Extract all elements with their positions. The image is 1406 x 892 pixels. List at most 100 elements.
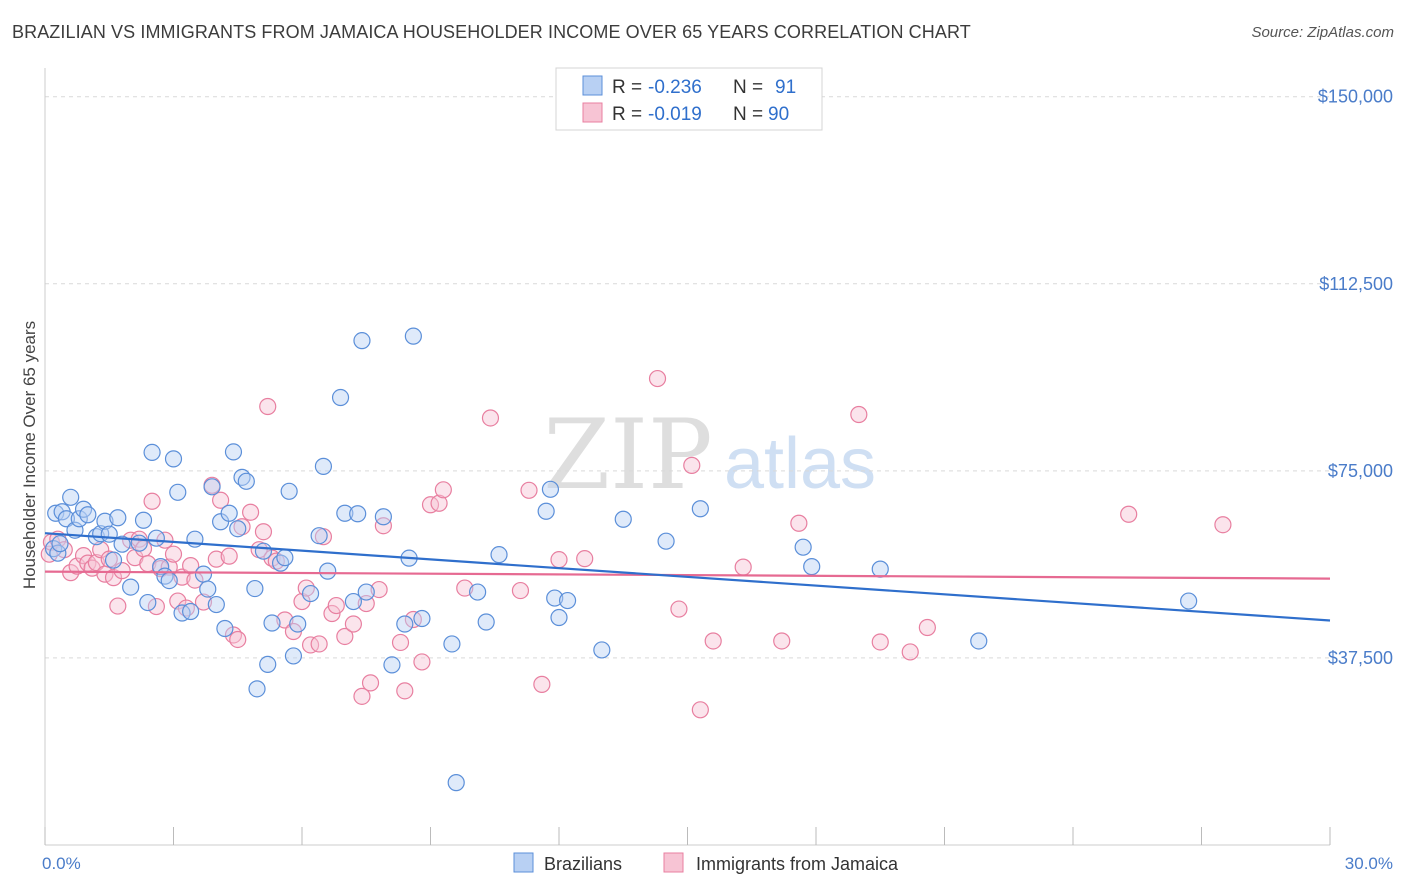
brazilians-point [62, 488, 80, 506]
jamaica-point [254, 523, 273, 541]
jamaica-point [790, 514, 808, 532]
jamaica-point [374, 517, 392, 535]
brazilians-point [550, 608, 568, 627]
brazilians-point [546, 589, 564, 607]
y-tick-labels: $37,500 $75,000 $112,500 $150,000 [1318, 87, 1393, 668]
brazilians-point [357, 583, 375, 601]
watermark-atlas: atlas [724, 424, 876, 504]
watermark: ZIP atlas [543, 399, 876, 511]
brazilians-point [182, 602, 200, 621]
series-brazilians-points [44, 327, 1198, 792]
jamaica-point [430, 494, 448, 512]
stats-legend-swatch-blue [582, 75, 603, 96]
brazilians-point [541, 480, 560, 498]
jamaica-point [229, 630, 247, 649]
brazilians-point [319, 562, 337, 580]
legend-swatch-brazilians [513, 852, 534, 873]
jamaica-point [68, 557, 86, 575]
jamaica-point [871, 633, 889, 651]
jamaica-point [1120, 505, 1138, 523]
brazilians-point [199, 580, 217, 598]
stats-r-value-blue: -0.236 [648, 77, 702, 98]
brazilians-point [70, 510, 88, 528]
jamaica-point [336, 627, 354, 646]
brazilians-point [871, 560, 889, 578]
brazilians-point [447, 774, 465, 792]
y-tick-label: $150,000 [1318, 87, 1393, 107]
brazilians-point [216, 619, 234, 638]
brazilians-point [160, 572, 178, 590]
brazilians-point [314, 457, 333, 475]
jamaica-point [901, 643, 919, 661]
brazilians-point [79, 506, 97, 524]
legend-swatch-jamaica [663, 852, 684, 873]
brazilians-point [130, 534, 148, 552]
jamaica-point [109, 597, 127, 615]
jamaica-point [918, 618, 936, 637]
brazilians-point [57, 510, 76, 528]
brazilians-point [970, 632, 988, 650]
brazilians-point [276, 549, 294, 567]
jamaica-point [404, 610, 422, 629]
brazilians-point [224, 443, 243, 461]
x-tick-label-right: 30.0% [1345, 854, 1393, 873]
jamaica-point [456, 579, 474, 597]
jamaica-point [520, 481, 538, 499]
brazilians-point [51, 535, 69, 553]
brazilians-point [336, 504, 354, 522]
jamaica-point [481, 409, 500, 427]
brazilians-trend-line [44, 532, 1331, 622]
brazilians-point [109, 509, 127, 527]
brazilians-point [657, 532, 675, 550]
jamaica-point [194, 593, 213, 611]
brazilians-point [173, 604, 191, 622]
jamaica-point [87, 554, 106, 572]
jamaica-point [670, 600, 688, 618]
axes [44, 68, 1331, 846]
brazilians-point [280, 482, 298, 500]
brazilians-point [254, 542, 273, 560]
brazilians-point [104, 551, 123, 569]
jamaica-point [212, 491, 230, 509]
brazilians-point [207, 595, 225, 614]
brazilians-point [803, 558, 821, 576]
brazilians-point [143, 443, 161, 461]
brazilians-point [593, 641, 611, 659]
brazilians-point [383, 656, 401, 674]
jamaica-point [164, 545, 183, 563]
brazilians-point [246, 579, 264, 598]
jamaica-point [511, 581, 530, 600]
brazilians-point [374, 508, 392, 526]
brazilians-point [220, 504, 238, 522]
jamaica-point [310, 635, 328, 653]
brazilians-point [113, 535, 131, 553]
jamaica-point [421, 496, 440, 514]
brazilians-point [194, 565, 213, 583]
jamaica-point [734, 558, 752, 576]
stats-n-label-blue: N = [733, 77, 763, 98]
jamaica-point [327, 596, 345, 615]
series-jamaica-points [40, 369, 1232, 719]
jamaica-point [396, 682, 414, 700]
y-tick-label: $75,000 [1328, 461, 1393, 481]
brazilians-point [139, 593, 157, 612]
jamaica-point [648, 369, 667, 388]
brazilians-point [794, 538, 812, 556]
brazilians-point [152, 558, 170, 576]
jamaica-point [259, 397, 277, 416]
jamaica-point [391, 633, 410, 652]
brazilians-point [96, 512, 114, 530]
jamaica-point [344, 615, 362, 633]
brazilians-point [301, 584, 320, 603]
jamaica-point [104, 569, 123, 587]
series-legend: Brazilians Immigrants from Jamaica [513, 852, 899, 874]
brazilians-point [490, 546, 508, 564]
brazilians-point [122, 578, 140, 596]
brazilians-point [331, 388, 350, 407]
brazilians-point [404, 327, 422, 345]
jamaica-point [850, 405, 868, 424]
brazilians-point [47, 504, 65, 522]
jamaica-point [533, 675, 551, 693]
jamaica-point [1214, 516, 1232, 534]
